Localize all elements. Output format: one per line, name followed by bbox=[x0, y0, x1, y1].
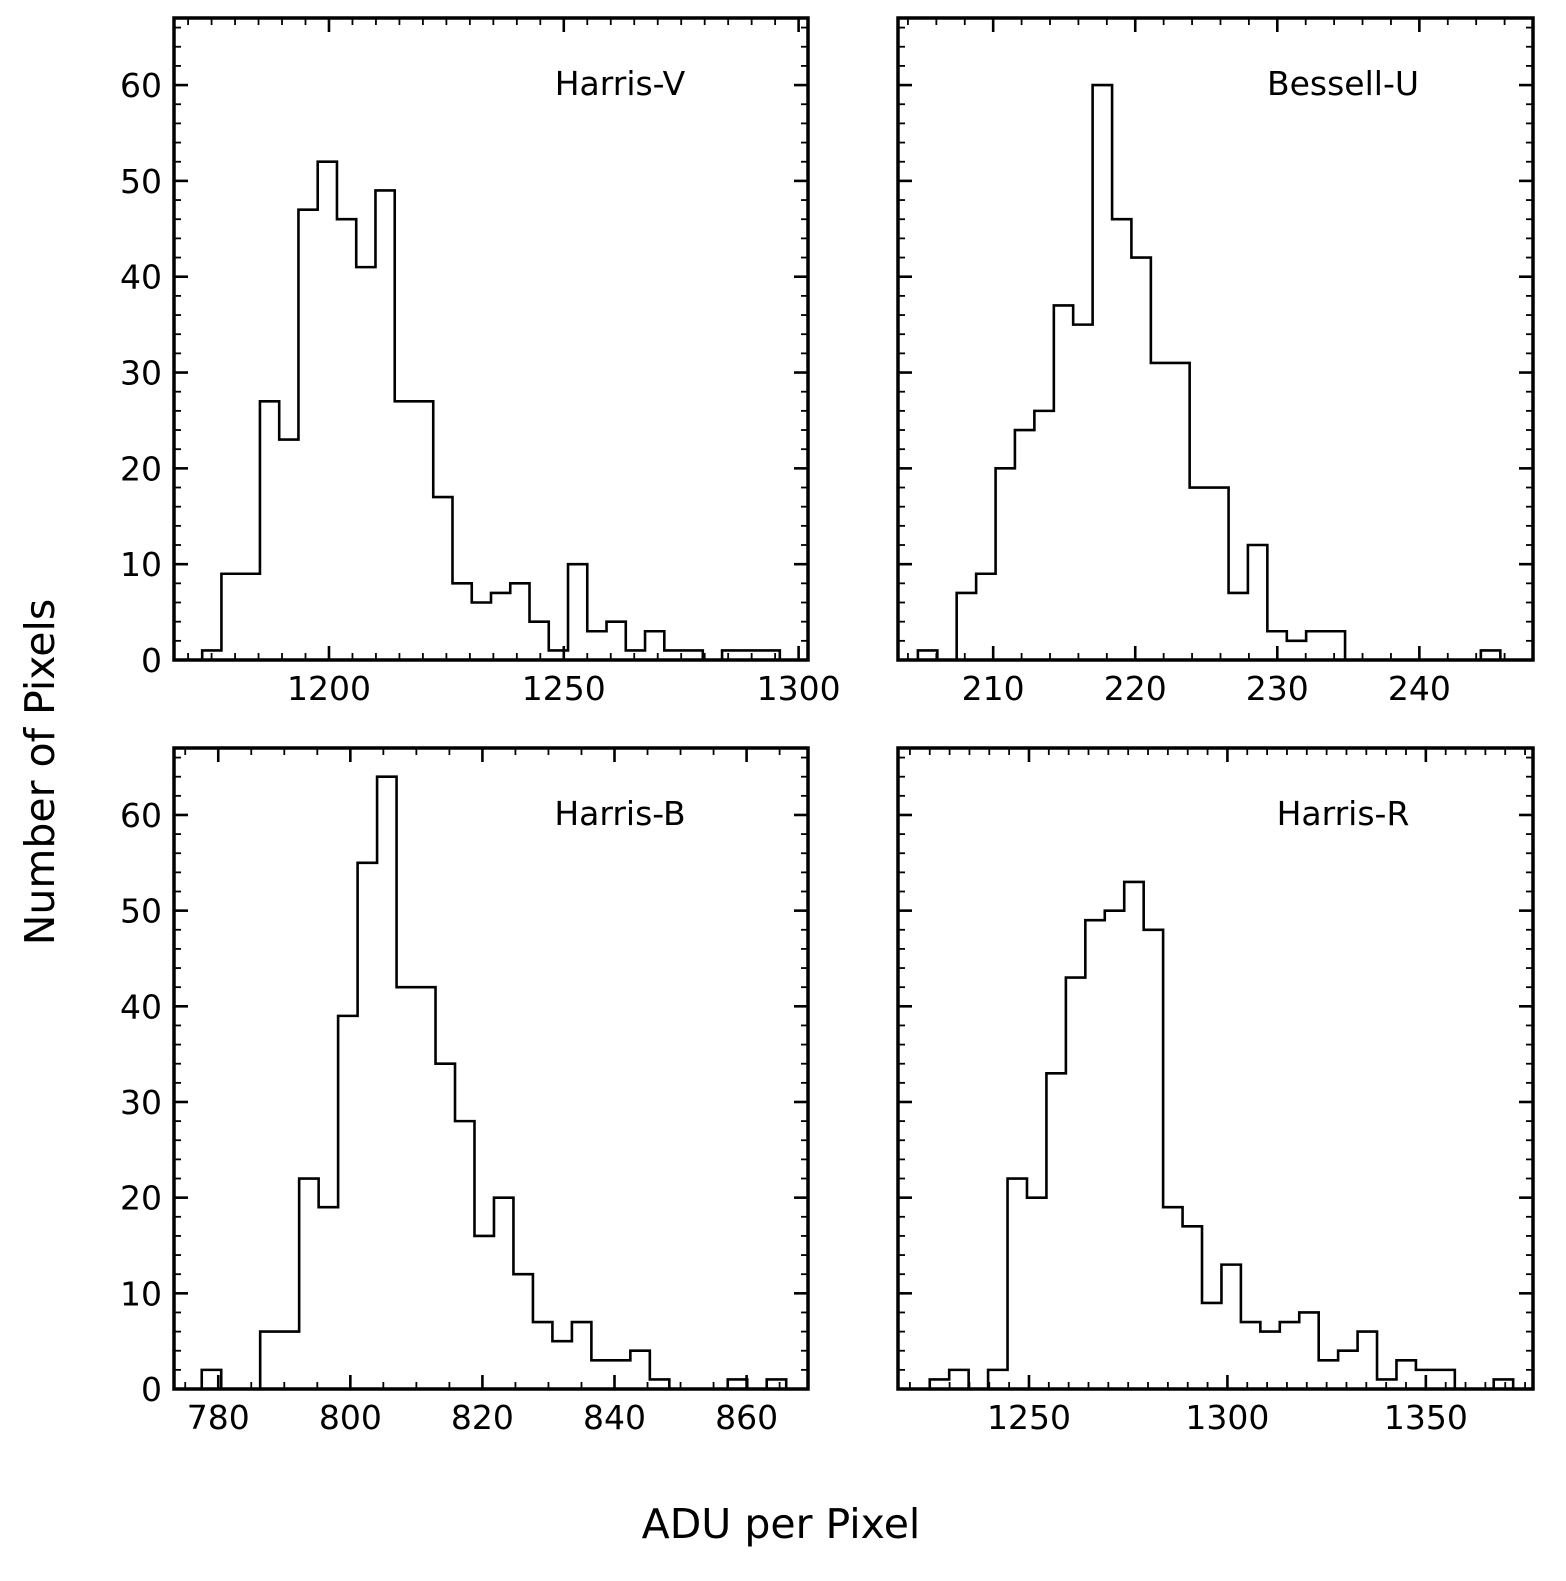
panel-title-harris-v: Harris-V bbox=[555, 64, 686, 103]
xtick-label-harris-b: 820 bbox=[451, 1398, 514, 1437]
ticks-harris-r bbox=[898, 748, 1533, 1391]
ytick-label-harris-v: 60 bbox=[120, 66, 162, 105]
xtick-label-harris-v: 1250 bbox=[522, 669, 606, 708]
histogram-harris-r bbox=[928, 880, 1515, 1391]
panel-title-bessell-u: Bessell-U bbox=[1267, 64, 1419, 103]
histogram-harris-b bbox=[200, 775, 788, 1391]
frame-harris-b bbox=[172, 746, 810, 1391]
ticks-bessell-u bbox=[898, 18, 1534, 662]
xtick-label-bessell-u: 210 bbox=[962, 669, 1025, 708]
ytick-label-harris-v: 40 bbox=[120, 258, 162, 297]
xtick-label-harris-v: 1200 bbox=[287, 669, 371, 708]
ytick-label-harris-b: 20 bbox=[120, 1179, 162, 1218]
ticks-harris-v bbox=[174, 18, 808, 662]
frame-harris-r bbox=[896, 746, 1535, 1391]
panel-harris-v: 1200 1250 1300 0 10 20 30 40 50 60 Harris-V bbox=[120, 16, 841, 708]
ytick-label-harris-b: 50 bbox=[120, 892, 162, 931]
figure-xlabel: ADU per Pixel bbox=[642, 1500, 921, 1548]
histogram-bessell-u bbox=[916, 83, 1502, 662]
xtick-label-harris-v: 1300 bbox=[757, 669, 841, 708]
ytick-label-harris-b: 10 bbox=[120, 1274, 162, 1313]
frame-bessell-u bbox=[896, 16, 1535, 662]
histogram-harris-v bbox=[200, 160, 782, 662]
xtick-label-harris-r: 1300 bbox=[1185, 1398, 1269, 1437]
ticks-harris-b bbox=[174, 748, 808, 1391]
xtick-label-harris-b: 860 bbox=[715, 1398, 778, 1437]
panel-title-harris-r: Harris-R bbox=[1277, 794, 1410, 833]
ytick-label-harris-b: 60 bbox=[120, 796, 162, 835]
ytick-label-harris-v: 10 bbox=[120, 545, 162, 584]
figure-ylabel: Number of Pixels bbox=[16, 599, 64, 945]
ytick-label-harris-b: 0 bbox=[141, 1370, 162, 1409]
ytick-label-harris-v: 20 bbox=[120, 449, 162, 488]
frame-harris-v bbox=[172, 16, 810, 662]
xtick-label-harris-r: 1350 bbox=[1384, 1398, 1468, 1437]
xtick-label-harris-b: 800 bbox=[319, 1398, 382, 1437]
ytick-label-harris-v: 50 bbox=[120, 162, 162, 201]
xtick-label-bessell-u: 220 bbox=[1104, 669, 1167, 708]
panel-harris-b: 780 800 820 840 860 0 10 20 30 40 50 60 Harris-B bbox=[120, 746, 810, 1437]
ytick-label-harris-v: 30 bbox=[120, 354, 162, 393]
panel-harris-r: 1250 1300 1350 Harris-R bbox=[896, 746, 1535, 1437]
xtick-label-harris-b: 780 bbox=[187, 1398, 250, 1437]
ytick-label-harris-b: 40 bbox=[120, 987, 162, 1026]
xtick-label-harris-b: 840 bbox=[583, 1398, 646, 1437]
ytick-label-harris-v: 0 bbox=[141, 641, 162, 680]
xtick-label-bessell-u: 230 bbox=[1246, 669, 1309, 708]
xtick-label-bessell-u: 240 bbox=[1388, 669, 1451, 708]
panel-title-harris-b: Harris-B bbox=[554, 794, 685, 833]
panel-bessell-u: 210 220 230 240 Bessell-U bbox=[896, 16, 1535, 708]
ytick-label-harris-b: 30 bbox=[120, 1083, 162, 1122]
xtick-label-harris-r: 1250 bbox=[987, 1398, 1071, 1437]
